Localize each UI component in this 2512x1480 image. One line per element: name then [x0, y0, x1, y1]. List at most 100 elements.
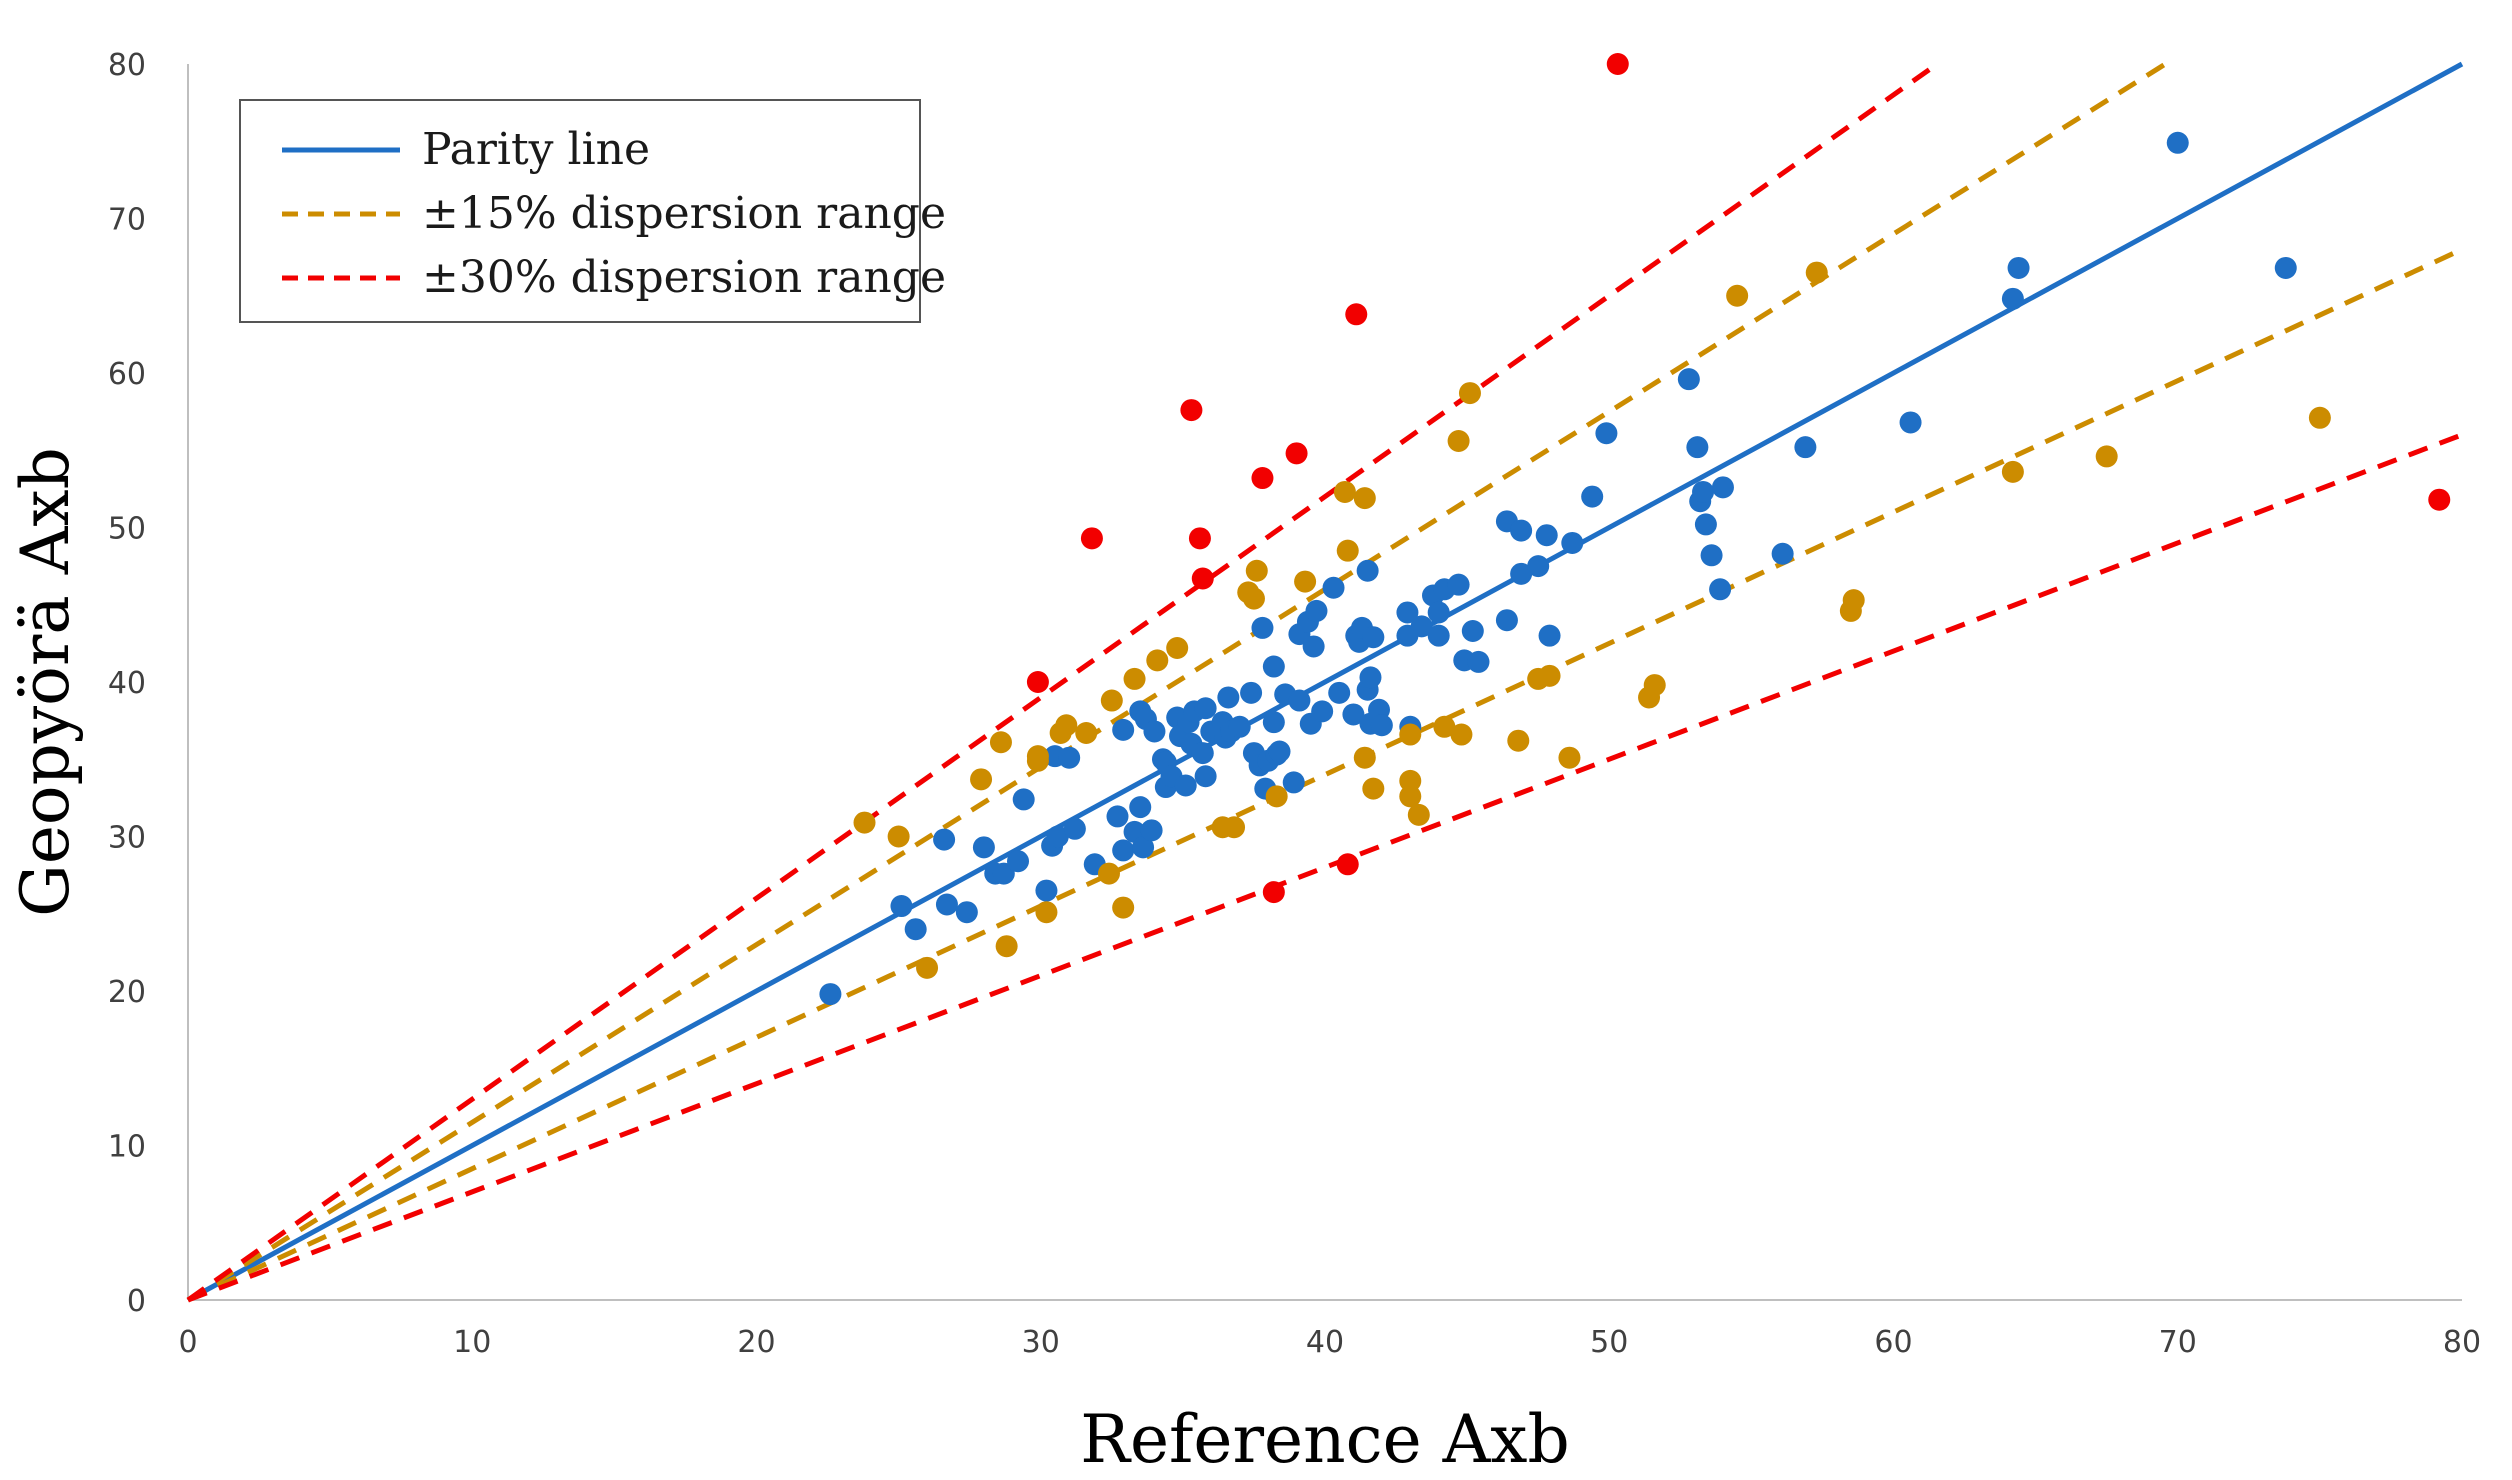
data-point	[1112, 839, 1135, 862]
data-points	[819, 53, 2451, 1006]
data-point	[1370, 714, 1393, 737]
dispersion-line	[186, 61, 2167, 1303]
data-point	[1336, 539, 1359, 562]
data-point	[1322, 576, 1345, 599]
data-point	[1353, 746, 1376, 769]
data-point	[1359, 666, 1382, 689]
data-point	[1311, 700, 1334, 723]
data-point	[1709, 578, 1732, 601]
data-point	[916, 956, 939, 979]
data-point	[1458, 382, 1481, 405]
data-point	[1242, 587, 1265, 610]
y-tick-label: 20	[108, 975, 146, 1010]
data-point	[1194, 697, 1217, 720]
x-tick-label: 50	[1590, 1325, 1628, 1360]
tick-labels: 0 10 20 30 40 50 60 70 80 0 10 20 30 40 50 60 70 80	[108, 48, 2481, 1360]
data-point	[1433, 715, 1456, 738]
data-point	[1240, 681, 1263, 704]
data-point	[1146, 649, 1169, 672]
y-tick-label: 0	[127, 1284, 146, 1319]
data-point	[935, 893, 958, 916]
dispersion-line	[186, 247, 2464, 1303]
data-point	[1538, 624, 1561, 647]
y-tick-label: 40	[108, 666, 146, 701]
data-point	[1112, 718, 1135, 741]
data-point	[1677, 368, 1700, 391]
data-point	[1049, 721, 1072, 744]
legend-label-parity: Parity line	[422, 124, 650, 175]
data-point	[1046, 825, 1069, 848]
data-point	[992, 862, 1015, 885]
data-point	[1495, 609, 1518, 632]
data-point	[1561, 531, 1584, 554]
data-point	[1191, 567, 1214, 590]
data-point	[2007, 256, 2030, 279]
data-point	[1282, 771, 1305, 794]
data-point	[1410, 615, 1433, 638]
data-point	[1251, 616, 1274, 639]
data-point	[1251, 467, 1274, 490]
parity-line	[186, 61, 2464, 1303]
x-tick-label: 80	[2443, 1325, 2481, 1360]
data-point	[1643, 674, 1666, 697]
data-point	[1328, 681, 1351, 704]
data-point	[1191, 742, 1214, 765]
y-tick-label: 60	[108, 357, 146, 392]
data-point	[1012, 788, 1035, 811]
x-tick-label: 10	[453, 1325, 491, 1360]
data-point	[1362, 777, 1385, 800]
data-point	[1399, 723, 1422, 746]
data-point	[1345, 303, 1368, 326]
data-point	[1333, 480, 1356, 503]
data-point	[819, 983, 842, 1006]
data-point	[1794, 436, 1817, 459]
data-point	[989, 731, 1012, 754]
axes	[187, 64, 2462, 1301]
dispersion-line	[187, 432, 2463, 1303]
data-point	[1026, 671, 1049, 693]
data-point	[1427, 624, 1450, 647]
data-point	[1166, 637, 1189, 660]
data-point	[1035, 901, 1058, 924]
data-point	[1686, 436, 1709, 459]
data-point	[1342, 703, 1365, 726]
data-point	[1396, 601, 1419, 624]
data-point	[1700, 544, 1723, 567]
data-point	[1362, 626, 1385, 649]
data-point	[890, 895, 913, 918]
data-point	[1063, 817, 1086, 840]
data-point	[1447, 429, 1470, 452]
data-point	[1285, 442, 1308, 465]
data-point	[1447, 573, 1470, 596]
data-point	[1711, 476, 1734, 499]
data-point	[1427, 601, 1450, 624]
data-point	[1123, 667, 1146, 690]
data-point	[2308, 406, 2331, 429]
data-point	[1132, 836, 1155, 859]
data-point	[1262, 655, 1285, 678]
data-point	[2274, 256, 2297, 279]
data-point	[1353, 487, 1376, 510]
data-point	[1467, 650, 1490, 673]
data-point	[1075, 721, 1098, 744]
y-tick-label: 70	[108, 203, 146, 238]
y-tick-label: 80	[108, 48, 146, 83]
data-point	[1143, 720, 1166, 743]
data-point	[1694, 513, 1717, 536]
data-point	[1399, 785, 1422, 808]
x-tick-label: 20	[737, 1325, 775, 1360]
data-point	[1356, 559, 1379, 582]
y-axis-title: Geopyörä Axb	[7, 447, 84, 917]
data-point	[1097, 862, 1120, 885]
data-point	[1112, 896, 1135, 919]
data-point	[1510, 562, 1533, 585]
data-point	[1461, 620, 1484, 643]
legend: Parity line ±15% dispersion range ±30% d…	[239, 99, 946, 323]
data-point	[1558, 746, 1581, 769]
data-point	[1581, 485, 1604, 508]
x-tick-label: 30	[1022, 1325, 1060, 1360]
x-tick-label: 60	[1874, 1325, 1912, 1360]
data-point	[1194, 765, 1217, 788]
